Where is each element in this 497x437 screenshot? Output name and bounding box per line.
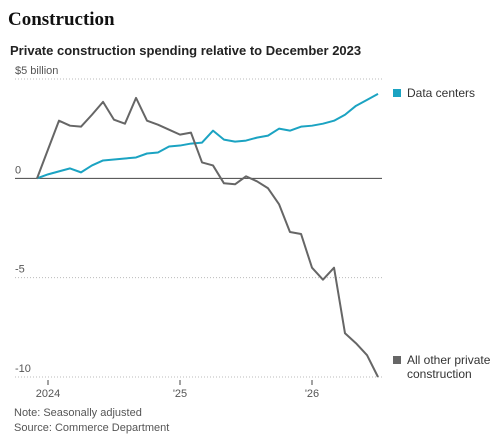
y-tick-label: $5 billion [15,65,58,77]
legend-entry: All other private construction [393,353,493,381]
chart-title: Construction [8,9,115,30]
y-tick-label: 0 [15,164,21,176]
series-line [36,93,379,180]
y-tick-label: -5 [15,264,25,276]
legend-swatch [393,89,401,97]
legend-swatch [393,356,401,364]
note: Note: Seasonally adjusted [14,407,142,419]
legend-label: All other private construction [407,353,491,381]
legend-entry: Data centers [393,86,493,100]
series-line [36,96,379,378]
chart-subtitle: Private construction spending relative t… [10,43,361,58]
legend-label: Data centers [407,86,476,100]
y-tick-label: -10 [15,363,31,375]
x-tick-label: 2024 [36,388,60,400]
x-tick-label: '25 [173,388,187,400]
x-tick-label: '26 [305,388,319,400]
source: Source: Commerce Department [14,422,169,434]
